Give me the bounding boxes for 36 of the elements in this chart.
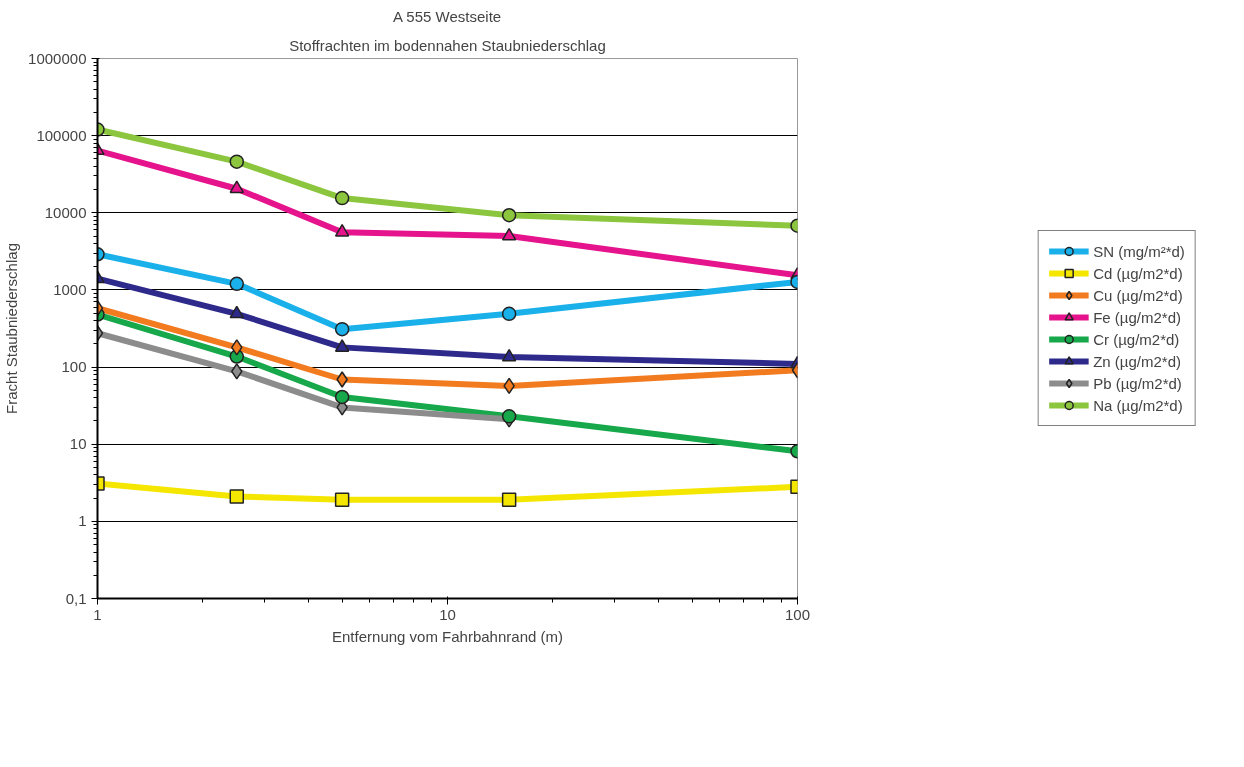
point (501, 348, 517, 362)
point (229, 489, 245, 504)
legend-label: Fe (µg/m2*d) (1093, 308, 1182, 326)
chart-title: A 555 Westseite (393, 7, 502, 25)
x-tick-label: 1 (93, 605, 102, 623)
x-axis-title: Entfernung vom Fahrbahnrand (m) (332, 627, 563, 645)
y-tick-label: 1000 (53, 280, 87, 298)
legend-label: Cr (µg/m2*d) (1093, 330, 1180, 348)
y-tick-label: 1000000 (28, 49, 87, 67)
point (231, 363, 243, 380)
point (229, 305, 245, 319)
point (501, 306, 517, 322)
point (501, 492, 517, 508)
y-tick-label: 1 (78, 512, 87, 530)
y-axis-title: Fracht Staubniederschlag (3, 243, 21, 414)
chart-subtitle: Stoffrachten im bodennahen Staubniederschlag (289, 36, 606, 54)
point (231, 339, 243, 356)
y-tick-label: 100000 (36, 126, 87, 144)
y-tick-label: 10 (69, 435, 87, 453)
legend-label: Pb (µg/m2*d) (1093, 374, 1182, 392)
point (501, 227, 517, 241)
y-tick-label: 100 (61, 358, 87, 376)
legend-label: SN (mg/m²*d) (1093, 242, 1185, 260)
x-tick-label: 100 (784, 605, 811, 623)
y-tick-label: 0,1 (65, 589, 87, 607)
point (229, 276, 245, 292)
legend-label: Cu (µg/m2*d) (1093, 286, 1183, 304)
y-tick-label: 10000 (44, 203, 87, 221)
legend-label: Na (µg/m2*d) (1093, 396, 1183, 414)
x-tick-label: 10 (439, 605, 456, 623)
legend-label: Zn (µg/m2*d) (1093, 352, 1182, 370)
legend-label: Cd (µg/m2*d) (1093, 264, 1183, 282)
point (501, 409, 517, 424)
point (501, 207, 517, 223)
point (229, 154, 245, 169)
point (229, 180, 245, 194)
